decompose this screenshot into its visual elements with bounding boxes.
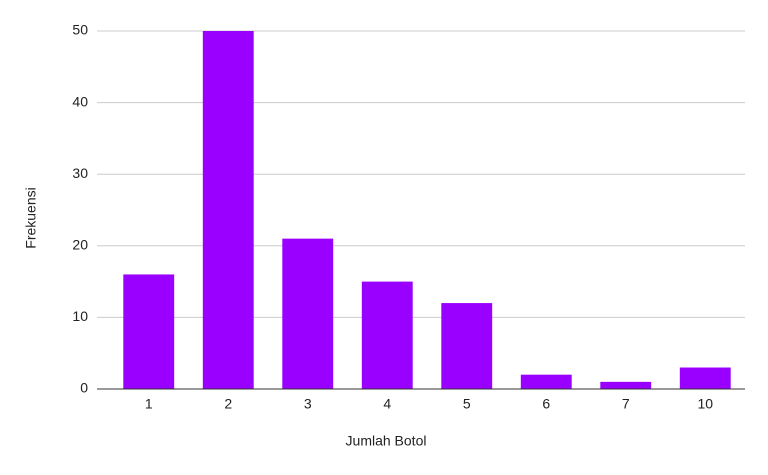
x-axis-label: Jumlah Botol: [346, 433, 427, 449]
x-tick-label: 1: [145, 396, 153, 412]
y-tick-label: 30: [72, 165, 88, 181]
y-tick-label: 50: [72, 22, 88, 38]
x-tick-label: 5: [463, 396, 471, 412]
bar: [361, 281, 413, 389]
x-tick-label: 4: [383, 396, 391, 412]
y-tick-label: 40: [72, 93, 88, 109]
bar: [600, 381, 652, 389]
bar: [520, 374, 572, 389]
x-tick-label: 7: [622, 396, 630, 412]
y-tick-label: 10: [72, 308, 88, 324]
x-tick-label: 2: [224, 396, 232, 412]
x-tick-label: 3: [304, 396, 312, 412]
y-tick-label: 0: [80, 380, 88, 396]
y-axis-label: Frekuensi: [23, 187, 39, 248]
bar: [202, 31, 254, 389]
x-tick-label: 6: [542, 396, 550, 412]
y-tick-label: 20: [72, 237, 88, 253]
x-tick-label: 10: [697, 396, 713, 412]
bar: [123, 274, 175, 389]
bar: [441, 303, 493, 389]
bar: [679, 367, 731, 389]
bar: [282, 238, 334, 389]
